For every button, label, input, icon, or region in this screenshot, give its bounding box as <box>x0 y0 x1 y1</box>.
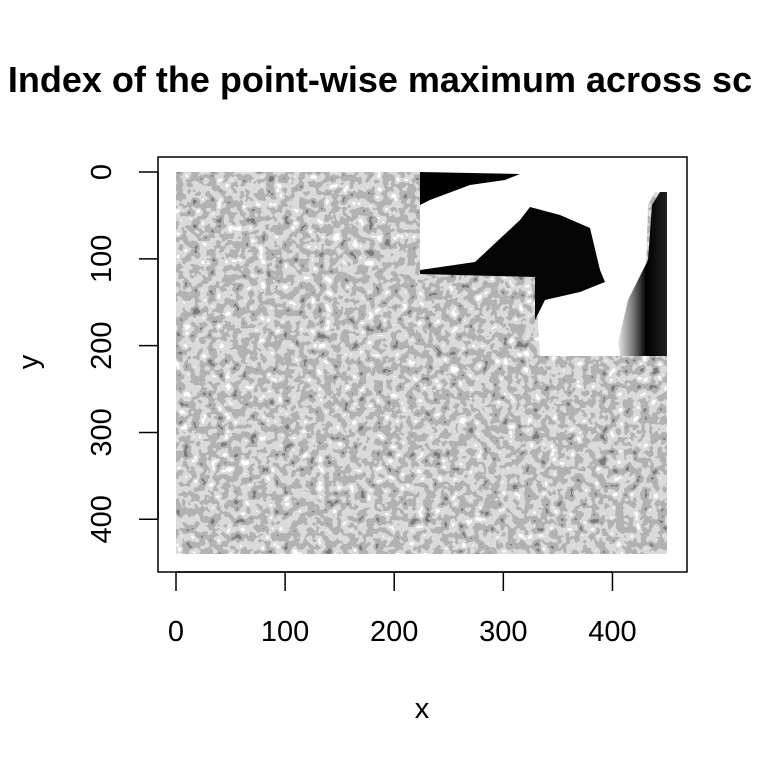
y-tick-label: 0 <box>86 164 118 180</box>
y-tick-label: 400 <box>86 495 118 543</box>
x-tick-label: 0 <box>168 616 184 648</box>
chart-title: Index of the point-wise maximum across s… <box>8 59 752 100</box>
heatmap-dark-region <box>420 207 605 320</box>
x-tick-label: 400 <box>588 616 636 648</box>
heatmap-stripes-right <box>615 192 667 356</box>
x-tick-label: 200 <box>370 616 418 648</box>
y-axis-label: y <box>13 354 45 369</box>
heatmap-blob-lower <box>540 292 620 356</box>
heatmap-dark-region-top <box>420 172 520 205</box>
y-tick-label: 200 <box>86 321 118 369</box>
y-tick-label: 300 <box>86 408 118 456</box>
y-axis: 0 100 200 300 400 <box>86 164 159 543</box>
x-axis-label: x <box>415 693 430 725</box>
heatmap-image <box>176 172 667 554</box>
x-tick-label: 300 <box>479 616 527 648</box>
x-axis: 0 100 200 300 400 <box>168 571 637 648</box>
y-tick-label: 100 <box>86 235 118 283</box>
x-tick-label: 100 <box>261 616 309 648</box>
